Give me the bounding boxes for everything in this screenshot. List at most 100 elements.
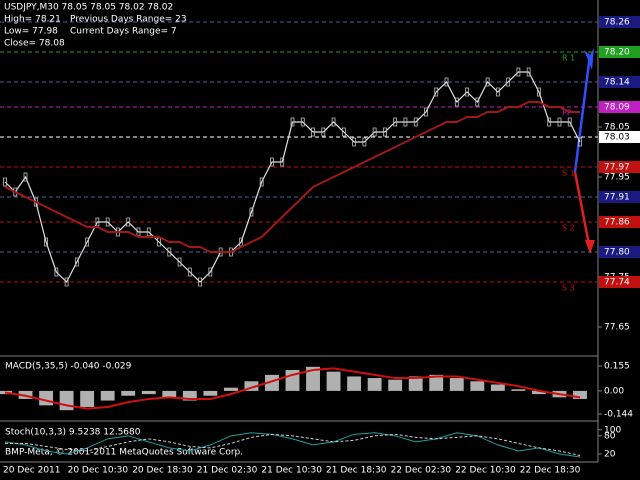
pivot-label: S 2 (562, 224, 575, 233)
y-tick-label: 77.95 (604, 173, 630, 183)
price-bar (3, 177, 7, 187)
forecast-arrow (573, 171, 592, 251)
price-bar (526, 67, 531, 77)
macd-bar (490, 384, 505, 391)
macd-bar (162, 390, 177, 398)
price-bar (372, 127, 377, 137)
price-bar (187, 267, 192, 277)
price-bar (444, 77, 449, 87)
arrow-head (585, 240, 595, 254)
price-bar (177, 257, 182, 267)
macd-bar (223, 387, 238, 391)
price-bar (465, 87, 469, 97)
price-bar (434, 87, 439, 97)
price-bar (393, 117, 398, 127)
pivot-label: S 3 (562, 284, 575, 293)
macd-bar (449, 378, 464, 391)
info: Previous Days Range= 23 (70, 15, 187, 25)
price-bar (54, 267, 59, 277)
macd-bar (182, 390, 197, 401)
level-label: 78.26 (604, 18, 630, 28)
x-tick-label: 20 Dec 10:30 (68, 466, 129, 476)
info: Close= 78.08 (4, 39, 65, 49)
level-tag (599, 216, 640, 228)
price-bar (290, 117, 295, 127)
price-bar (537, 87, 541, 97)
price-bar (270, 157, 274, 167)
x-tick-label: 21 Dec 18:30 (326, 466, 387, 476)
level-label: 77.80 (604, 248, 630, 258)
macd-bar (306, 366, 320, 391)
price-line (4, 71, 581, 283)
macd-bar (347, 376, 362, 391)
y-tick-label: 78.05 (604, 123, 630, 133)
level-tag (599, 76, 640, 88)
pane-title: Stoch(10,3,3) 9.5238 12.5680 (5, 428, 141, 438)
level-tag (599, 101, 640, 113)
price-bar (383, 127, 387, 137)
price-bar (300, 117, 305, 127)
level-label: 78.09 (604, 103, 630, 113)
arrow-head (584, 48, 594, 70)
macd-bar (244, 381, 259, 391)
level-tag (599, 276, 640, 288)
macd-bar (470, 381, 485, 391)
level-label: 77.97 (604, 163, 630, 173)
info: Low= 77.98 (4, 27, 58, 37)
macd-bar (408, 376, 423, 391)
price-bar (516, 67, 521, 77)
price-bar (105, 217, 110, 227)
level-label: 77.74 (604, 278, 630, 288)
macd-bar (141, 390, 156, 395)
level-tag (599, 46, 640, 58)
price-bar (547, 117, 552, 127)
x-tick-label: 21 Dec 10:30 (261, 466, 322, 476)
pane-title: MACD(5,35,5) -0.040 -0.029 (5, 362, 132, 372)
price-bar (311, 127, 315, 137)
y-tick-label: 100 (604, 425, 621, 435)
x-tick-label: 20 Dec 18:30 (132, 466, 193, 476)
macd-bar (121, 390, 136, 396)
macd-bar (531, 390, 546, 395)
level-label: 78.20 (604, 48, 630, 58)
macd-bar (39, 390, 54, 406)
price-bar (403, 117, 408, 127)
level-tag (599, 131, 640, 143)
x-tick-label: 20 Dec 2011 (3, 466, 61, 476)
pivot-label: R 1 (562, 54, 575, 63)
price-bar (44, 237, 48, 247)
chart-title: USDJPY,M30 78.05 78.05 78.02 78.02 (4, 3, 173, 13)
level-tag (599, 246, 640, 258)
macd-bar (511, 389, 526, 391)
macd-bar (203, 390, 218, 396)
price-bar (249, 207, 254, 217)
price-bar (64, 277, 69, 287)
y-tick-label: 0.155 (604, 362, 630, 372)
macd-bar (59, 390, 74, 411)
y-tick-label: -0.144 (604, 410, 633, 420)
info: Current Days Range= 7 (70, 27, 177, 37)
level-label: 78.14 (604, 78, 630, 88)
level-tag (599, 161, 640, 173)
signal-line (4, 367, 581, 410)
forecast-arrow (573, 54, 592, 173)
x-tick-label: 22 Dec 18:30 (520, 466, 581, 476)
footer: BMP-Meta, © 2001-2011 MetaQuotes Softwar… (5, 448, 243, 458)
macd-bar (326, 371, 341, 391)
price-bar (557, 117, 562, 127)
price-bar (578, 137, 582, 147)
x-tick-label: 21 Dec 02:30 (197, 466, 258, 476)
price-bar (352, 137, 357, 147)
level-label: 77.86 (604, 218, 630, 228)
y-tick-label: 80 (604, 431, 616, 441)
price-bar (280, 157, 285, 167)
macd-bar (429, 374, 444, 391)
price-bar (567, 117, 572, 127)
price-bar (85, 237, 90, 247)
price-bar (424, 107, 428, 117)
price-bar (362, 137, 367, 147)
macd-bar (367, 378, 382, 391)
x-tick-label: 22 Dec 10:30 (455, 466, 516, 476)
stoch-line (4, 432, 581, 458)
